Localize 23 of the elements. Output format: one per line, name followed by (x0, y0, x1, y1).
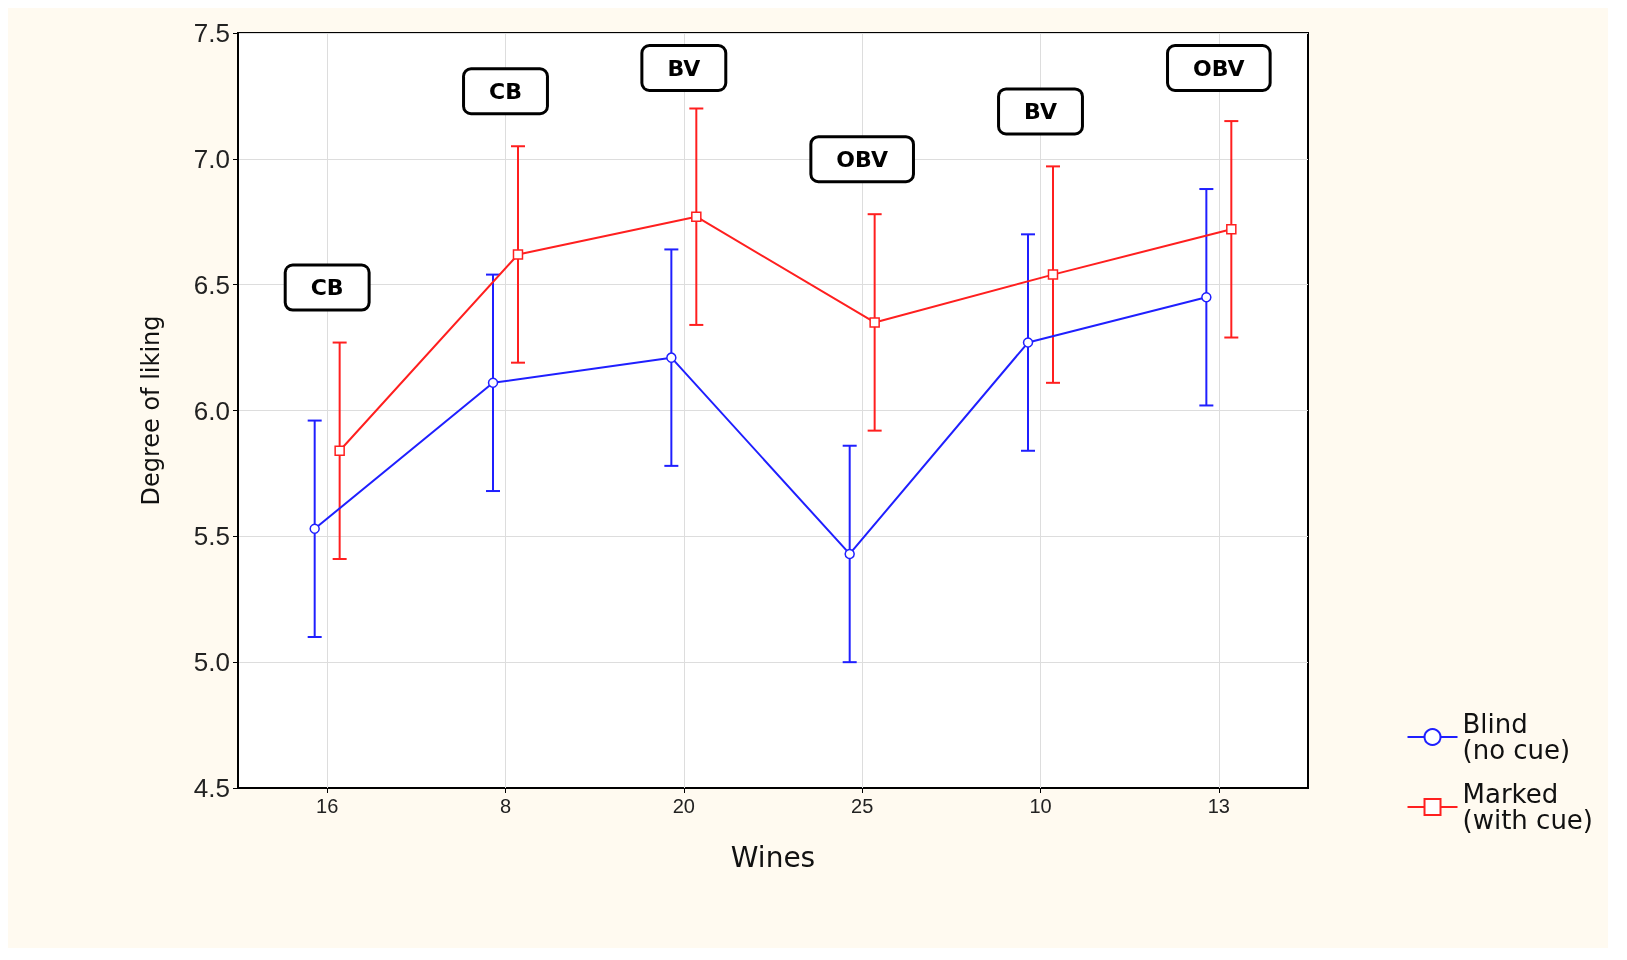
y-tick-label: 5.5 (193, 521, 230, 552)
y-tick-label: 7.0 (193, 143, 230, 174)
y-tick-label: 6.0 (193, 395, 230, 426)
x-tick-label: 8 (499, 795, 512, 817)
annotation: BV (667, 55, 701, 81)
y-tick-label: 7.5 (193, 18, 230, 48)
x-axis-title: Wines (730, 840, 816, 874)
annotation: CB (489, 78, 522, 104)
legend-label: Marked (with cue) (1462, 779, 1593, 835)
annotation: OBV (1193, 55, 1245, 81)
annotation: BV (1024, 98, 1057, 124)
legend-label: Blind (no cue) (1462, 709, 1571, 765)
x-tick-label: 20 (672, 795, 695, 817)
x-tick-label: 25 (851, 795, 874, 817)
y-tick-label: 6.5 (193, 269, 230, 300)
x-tick-label: 10 (1029, 795, 1052, 817)
y-axis-title: Degree of liking (137, 315, 165, 506)
annotation: CB (310, 275, 344, 301)
y-tick-label: 4.5 (193, 773, 230, 803)
x-tick-label: 16 (316, 795, 339, 817)
x-tick-label: 13 (1207, 795, 1230, 817)
y-tick-label: 5.0 (193, 647, 230, 678)
annotation: OBV (836, 146, 888, 172)
